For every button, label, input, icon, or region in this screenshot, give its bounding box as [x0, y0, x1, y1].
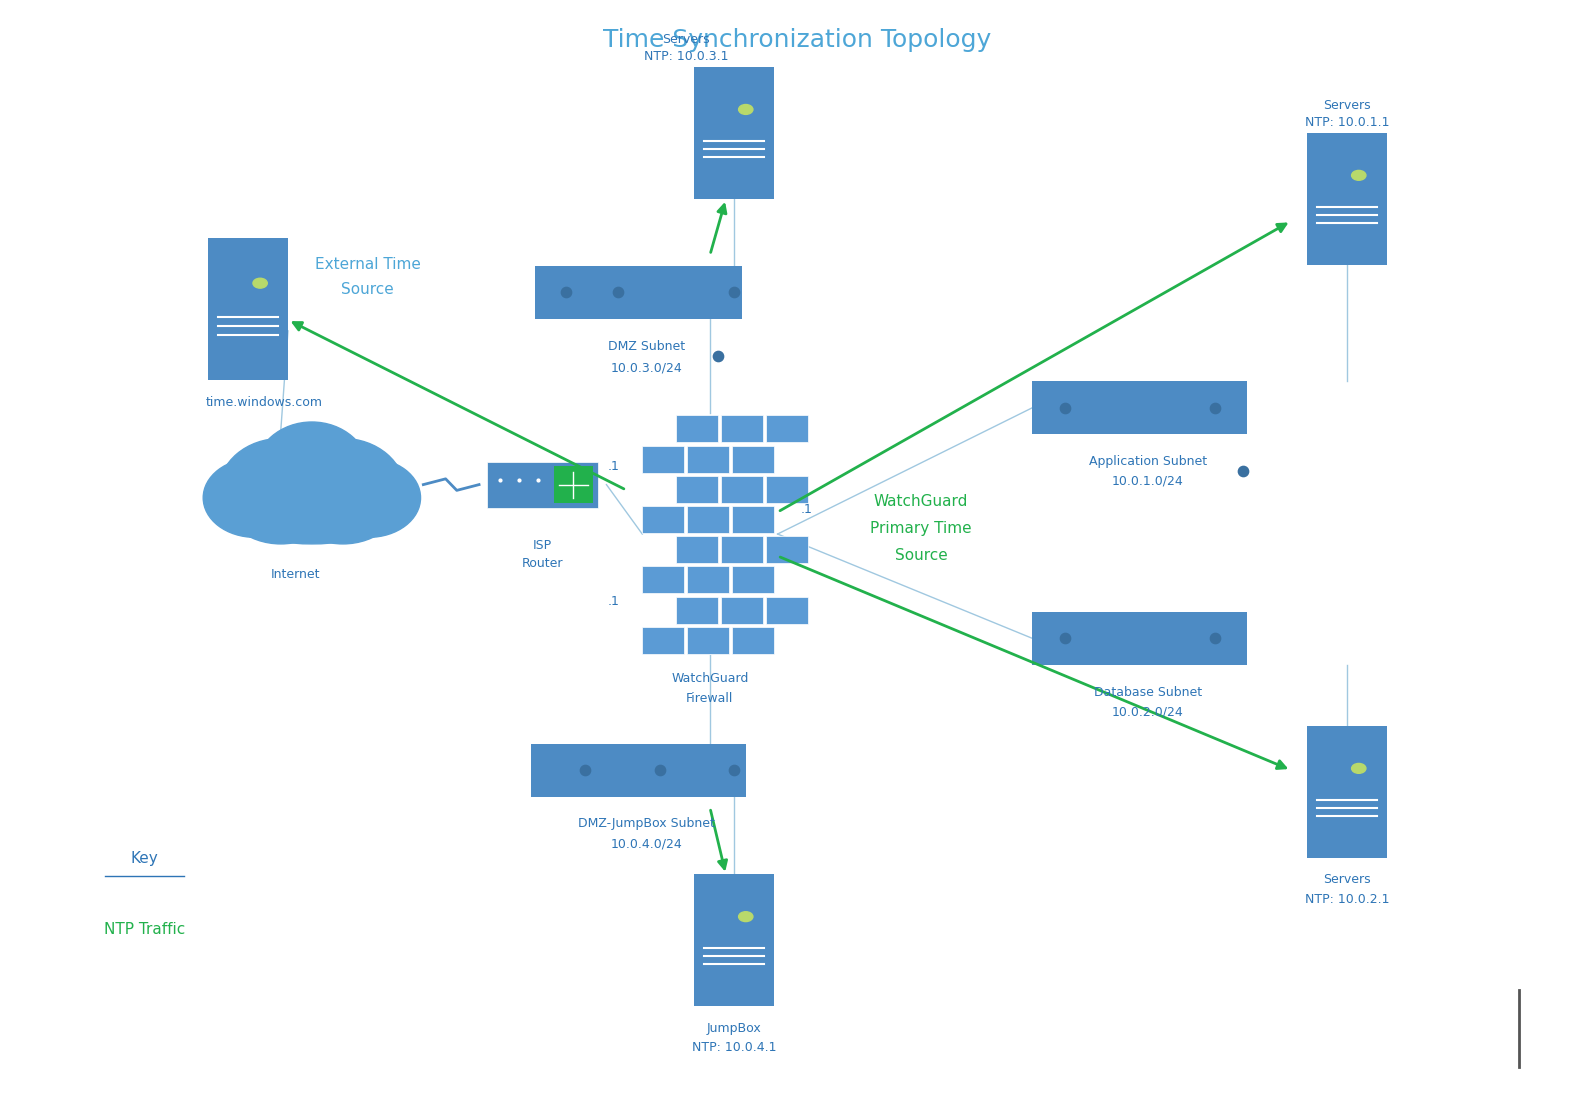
- Text: DMZ Subnet: DMZ Subnet: [608, 340, 684, 352]
- Circle shape: [254, 279, 268, 288]
- Text: NTP: 10.0.2.1: NTP: 10.0.2.1: [1305, 893, 1389, 906]
- Text: Firewall: Firewall: [686, 693, 734, 706]
- Text: Key: Key: [131, 850, 158, 865]
- Text: WatchGuard: WatchGuard: [671, 673, 748, 686]
- FancyBboxPatch shape: [721, 536, 762, 563]
- Text: NTP Traffic: NTP Traffic: [104, 922, 185, 937]
- Text: Internet: Internet: [271, 568, 321, 581]
- Text: .1: .1: [608, 596, 619, 608]
- FancyBboxPatch shape: [643, 506, 684, 533]
- FancyBboxPatch shape: [732, 626, 775, 654]
- Point: [648, 761, 673, 778]
- Text: Source: Source: [895, 548, 947, 564]
- FancyBboxPatch shape: [209, 238, 289, 380]
- Point: [1231, 462, 1257, 480]
- Text: Router: Router: [522, 557, 563, 570]
- Text: WatchGuard: WatchGuard: [874, 493, 968, 509]
- Text: 10.0.1.0/24: 10.0.1.0/24: [1112, 475, 1183, 488]
- Text: NTP: 10.0.1.1: NTP: 10.0.1.1: [1305, 116, 1389, 129]
- FancyBboxPatch shape: [643, 626, 684, 654]
- Text: Time Synchronization Topology: Time Synchronization Topology: [603, 28, 992, 52]
- Text: .1: .1: [801, 503, 812, 516]
- FancyBboxPatch shape: [687, 566, 729, 593]
- FancyBboxPatch shape: [694, 67, 774, 199]
- FancyBboxPatch shape: [694, 874, 774, 1006]
- Text: NTP: 10.0.3.1: NTP: 10.0.3.1: [644, 50, 729, 63]
- Ellipse shape: [317, 458, 421, 537]
- FancyBboxPatch shape: [643, 566, 684, 593]
- Text: Servers: Servers: [662, 33, 710, 46]
- Circle shape: [1351, 171, 1365, 181]
- Ellipse shape: [219, 438, 343, 544]
- Text: JumpBox: JumpBox: [707, 1022, 761, 1035]
- FancyBboxPatch shape: [721, 476, 762, 503]
- FancyBboxPatch shape: [553, 466, 593, 503]
- Text: Servers: Servers: [1322, 873, 1370, 886]
- FancyBboxPatch shape: [732, 566, 775, 593]
- FancyBboxPatch shape: [1306, 727, 1386, 858]
- FancyBboxPatch shape: [531, 744, 746, 796]
- Point: [1051, 399, 1077, 416]
- Ellipse shape: [255, 422, 368, 521]
- Point: [721, 761, 746, 778]
- FancyBboxPatch shape: [676, 597, 718, 623]
- Text: Application Subnet: Application Subnet: [1089, 455, 1207, 468]
- Text: NTP: 10.0.4.1: NTP: 10.0.4.1: [692, 1042, 777, 1055]
- Text: Servers: Servers: [1322, 99, 1370, 112]
- FancyBboxPatch shape: [766, 415, 809, 443]
- Point: [1203, 399, 1228, 416]
- Point: [721, 284, 746, 302]
- Circle shape: [738, 912, 753, 922]
- Text: Primary Time: Primary Time: [871, 521, 971, 536]
- Point: [605, 284, 630, 302]
- FancyBboxPatch shape: [687, 446, 729, 472]
- FancyBboxPatch shape: [676, 536, 718, 563]
- Text: 10.0.2.0/24: 10.0.2.0/24: [1112, 706, 1183, 719]
- Text: ISP: ISP: [533, 538, 552, 552]
- FancyBboxPatch shape: [766, 536, 809, 563]
- FancyBboxPatch shape: [766, 476, 809, 503]
- FancyBboxPatch shape: [486, 461, 598, 508]
- Point: [1203, 630, 1228, 647]
- Ellipse shape: [281, 438, 405, 544]
- FancyBboxPatch shape: [1032, 381, 1247, 434]
- FancyBboxPatch shape: [676, 476, 718, 503]
- FancyBboxPatch shape: [721, 415, 762, 443]
- FancyBboxPatch shape: [534, 266, 742, 319]
- Text: .1: .1: [608, 460, 619, 472]
- FancyBboxPatch shape: [721, 597, 762, 623]
- FancyBboxPatch shape: [732, 506, 775, 533]
- Text: Database Subnet: Database Subnet: [1094, 686, 1203, 699]
- Text: Source: Source: [341, 282, 394, 296]
- FancyBboxPatch shape: [643, 446, 684, 472]
- Text: 10.0.3.0/24: 10.0.3.0/24: [611, 362, 683, 374]
- FancyBboxPatch shape: [687, 626, 729, 654]
- Point: [705, 347, 731, 364]
- Point: [553, 284, 579, 302]
- Text: DMZ-JumpBox Subnet: DMZ-JumpBox Subnet: [577, 817, 715, 830]
- Text: External Time: External Time: [314, 258, 421, 272]
- FancyBboxPatch shape: [732, 446, 775, 472]
- FancyBboxPatch shape: [1306, 133, 1386, 265]
- FancyBboxPatch shape: [687, 506, 729, 533]
- Point: [571, 761, 597, 778]
- FancyBboxPatch shape: [1032, 612, 1247, 665]
- FancyBboxPatch shape: [766, 597, 809, 623]
- Text: 10.0.4.0/24: 10.0.4.0/24: [611, 837, 683, 850]
- Circle shape: [1351, 763, 1365, 773]
- Ellipse shape: [203, 458, 306, 537]
- Point: [1051, 630, 1077, 647]
- FancyBboxPatch shape: [676, 415, 718, 443]
- Ellipse shape: [219, 471, 405, 544]
- Text: time.windows.com: time.windows.com: [206, 395, 322, 408]
- Circle shape: [738, 105, 753, 115]
